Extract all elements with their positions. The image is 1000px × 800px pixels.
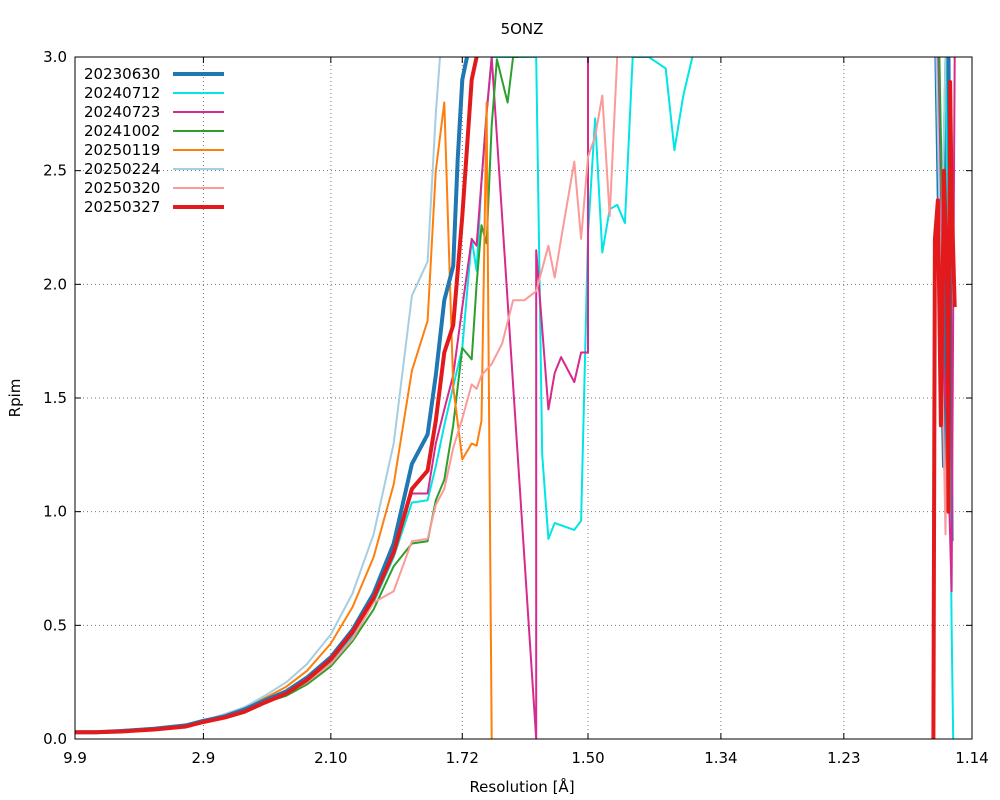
y-tick-label: 2.0 — [43, 275, 67, 293]
x-tick-label: 1.14 — [955, 749, 988, 767]
y-axis-label: Rpim — [6, 379, 24, 418]
y-tick-label: 2.5 — [43, 162, 67, 180]
y-tick-label: 0.5 — [43, 616, 67, 634]
legend-entry: 20240723 — [84, 103, 224, 121]
x-tick-label: 2.10 — [314, 749, 347, 767]
grid — [75, 57, 972, 739]
legend-label: 20250224 — [84, 160, 160, 178]
legend-entry: 20241002 — [84, 122, 224, 140]
x-tick-label: 1.34 — [704, 749, 737, 767]
legend-label: 20250119 — [84, 141, 160, 159]
tick-labels: 9.9 2.9 2.10 1.72 1.50 1.34 1.23 1.14 0.0 0.5 1.0 1… — [43, 48, 989, 767]
legend-label: 20240712 — [84, 84, 160, 102]
x-tick-label: 1.50 — [571, 749, 604, 767]
series-segment-20250327 — [931, 80, 957, 739]
series-line-20240712 — [75, 57, 694, 734]
legend-entry: 20240712 — [84, 84, 224, 102]
y-tick-label: 0.0 — [43, 730, 67, 748]
x-tick-label: 9.9 — [63, 749, 87, 767]
x-tick-label: 1.23 — [827, 749, 860, 767]
series-layer — [75, 57, 957, 739]
x-tick-label: 2.9 — [191, 749, 215, 767]
legend-entry: 20250327 — [84, 198, 224, 216]
x-tick-label: 1.72 — [446, 749, 479, 767]
chart-title: 5ONZ — [501, 20, 544, 38]
legend-label: 20240723 — [84, 103, 160, 121]
legend-label: 20241002 — [84, 122, 160, 140]
legend-entry: 20230630 — [84, 65, 224, 83]
legend-label: 20250327 — [84, 198, 160, 216]
legend-entry: 20250224 — [84, 160, 224, 178]
series-line-20250327 — [75, 57, 479, 735]
legend-label: 20230630 — [84, 65, 160, 83]
x-axis-label: Resolution [Å] — [469, 777, 574, 796]
legend-label: 20250320 — [84, 179, 160, 197]
y-tick-label: 1.5 — [43, 389, 67, 407]
y-tick-label: 1.0 — [43, 503, 67, 521]
legend-entry: 20250119 — [84, 141, 224, 159]
legend-entry: 20250320 — [84, 179, 224, 197]
y-tick-label: 3.0 — [43, 48, 67, 66]
plot-frame — [74, 56, 973, 740]
axes — [74, 56, 973, 740]
legend: 2023063020240712202407232024100220250119… — [84, 65, 224, 216]
